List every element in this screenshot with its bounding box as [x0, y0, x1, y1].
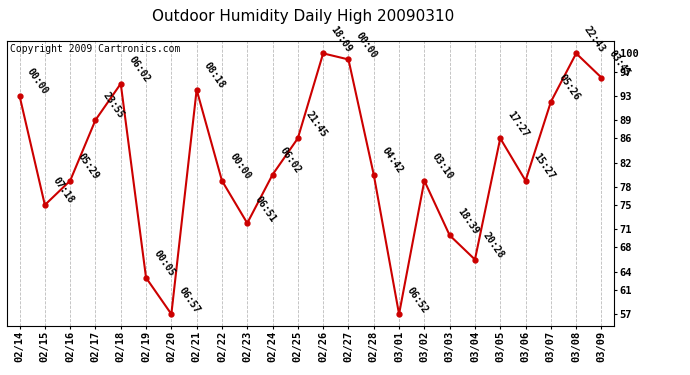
Text: 08:18: 08:18	[202, 61, 227, 90]
Text: 06:02: 06:02	[126, 54, 151, 84]
Text: 06:02: 06:02	[278, 146, 303, 175]
Text: 05:29: 05:29	[76, 152, 101, 182]
Text: 18:39: 18:39	[455, 206, 480, 236]
Text: 17:27: 17:27	[506, 109, 531, 139]
Text: Copyright 2009 Cartronics.com: Copyright 2009 Cartronics.com	[10, 44, 180, 54]
Text: Outdoor Humidity Daily High 20090310: Outdoor Humidity Daily High 20090310	[152, 9, 455, 24]
Text: 22:43: 22:43	[582, 24, 607, 54]
Text: 00:05: 00:05	[152, 249, 177, 278]
Text: 20:28: 20:28	[480, 230, 506, 260]
Text: 03:10: 03:10	[430, 152, 455, 182]
Text: 15:27: 15:27	[531, 152, 556, 182]
Text: 06:57: 06:57	[177, 285, 202, 315]
Text: 00:00: 00:00	[25, 67, 50, 96]
Text: 04:42: 04:42	[380, 146, 404, 175]
Text: 18:09: 18:09	[328, 24, 354, 54]
Text: 23:55: 23:55	[101, 91, 126, 121]
Text: 06:52: 06:52	[404, 285, 430, 315]
Text: 07:18: 07:18	[50, 176, 75, 206]
Text: 06:51: 06:51	[253, 194, 278, 224]
Text: 05:26: 05:26	[556, 73, 582, 102]
Text: 03:45: 03:45	[607, 48, 632, 78]
Text: 00:00: 00:00	[228, 152, 253, 182]
Text: 21:45: 21:45	[304, 109, 328, 139]
Text: 00:00: 00:00	[354, 30, 379, 60]
